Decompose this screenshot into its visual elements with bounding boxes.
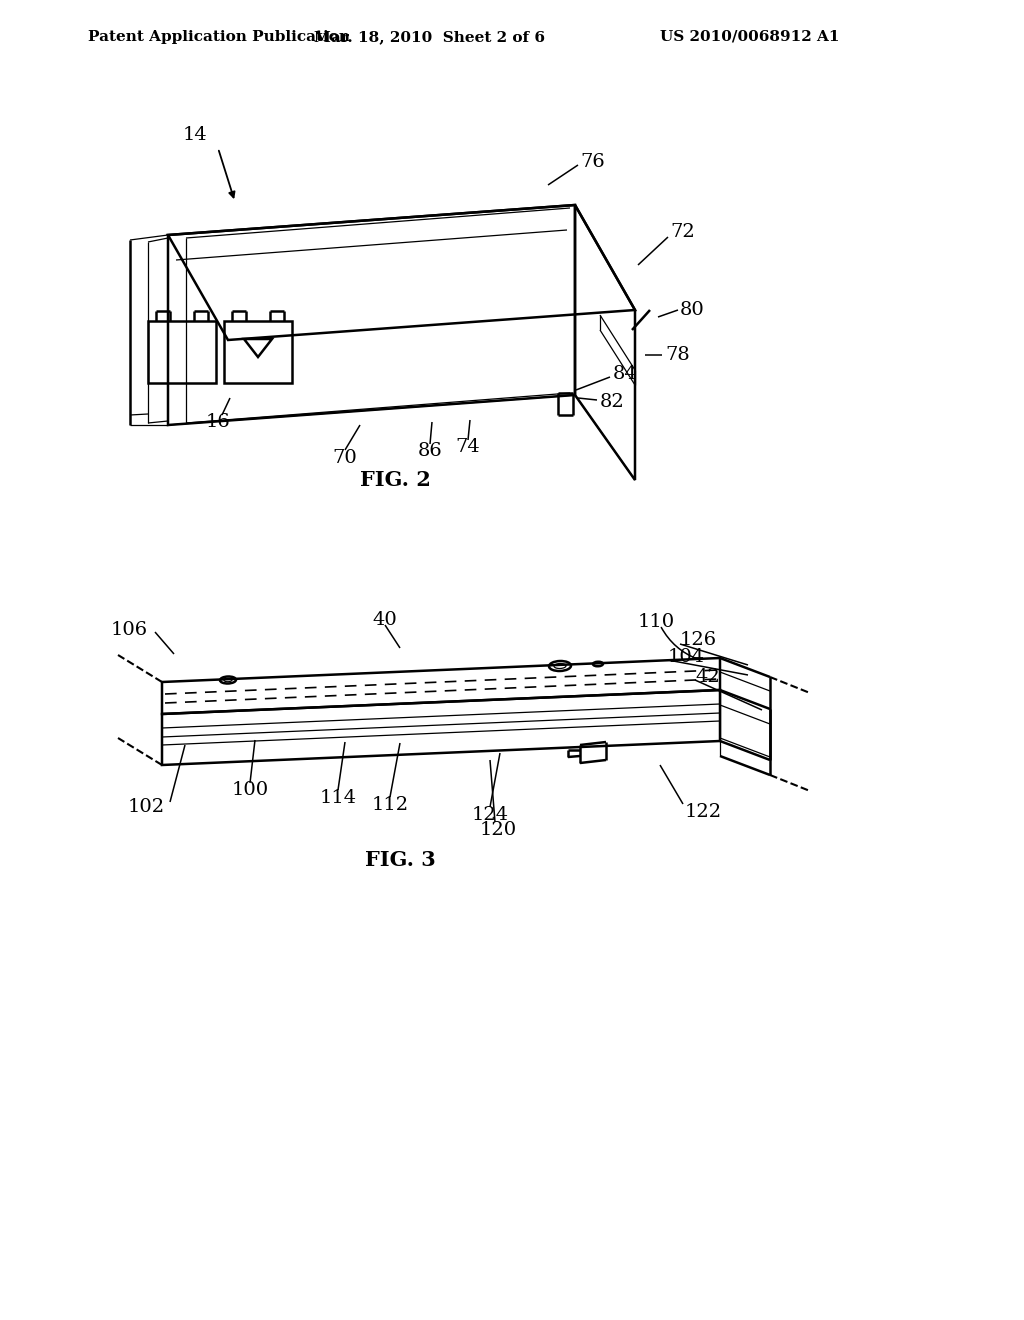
Text: 84: 84 (613, 366, 638, 383)
Text: 104: 104 (668, 648, 706, 667)
Text: 122: 122 (685, 803, 722, 821)
Text: FIG. 3: FIG. 3 (365, 850, 435, 870)
Text: 72: 72 (670, 223, 694, 242)
Text: 80: 80 (680, 301, 705, 319)
Text: 16: 16 (206, 413, 230, 432)
Text: 86: 86 (418, 442, 442, 459)
Text: US 2010/0068912 A1: US 2010/0068912 A1 (660, 30, 840, 44)
Text: 124: 124 (471, 807, 509, 824)
Text: Mar. 18, 2010  Sheet 2 of 6: Mar. 18, 2010 Sheet 2 of 6 (314, 30, 546, 44)
Text: 110: 110 (638, 612, 675, 631)
Text: 78: 78 (665, 346, 690, 364)
Text: 74: 74 (456, 438, 480, 455)
Text: 100: 100 (231, 781, 268, 799)
Text: FIG. 2: FIG. 2 (359, 470, 430, 490)
Text: 14: 14 (182, 125, 208, 144)
Text: 40: 40 (373, 611, 397, 630)
Text: 126: 126 (680, 631, 717, 649)
Text: 76: 76 (580, 153, 605, 172)
Text: Patent Application Publication: Patent Application Publication (88, 30, 350, 44)
Text: 42: 42 (695, 668, 720, 686)
Text: 120: 120 (479, 821, 516, 840)
Text: 106: 106 (111, 620, 148, 639)
Text: 102: 102 (128, 799, 165, 816)
Text: 82: 82 (600, 393, 625, 411)
Text: 114: 114 (319, 789, 356, 807)
Text: 70: 70 (333, 449, 357, 467)
Text: 112: 112 (372, 796, 409, 814)
